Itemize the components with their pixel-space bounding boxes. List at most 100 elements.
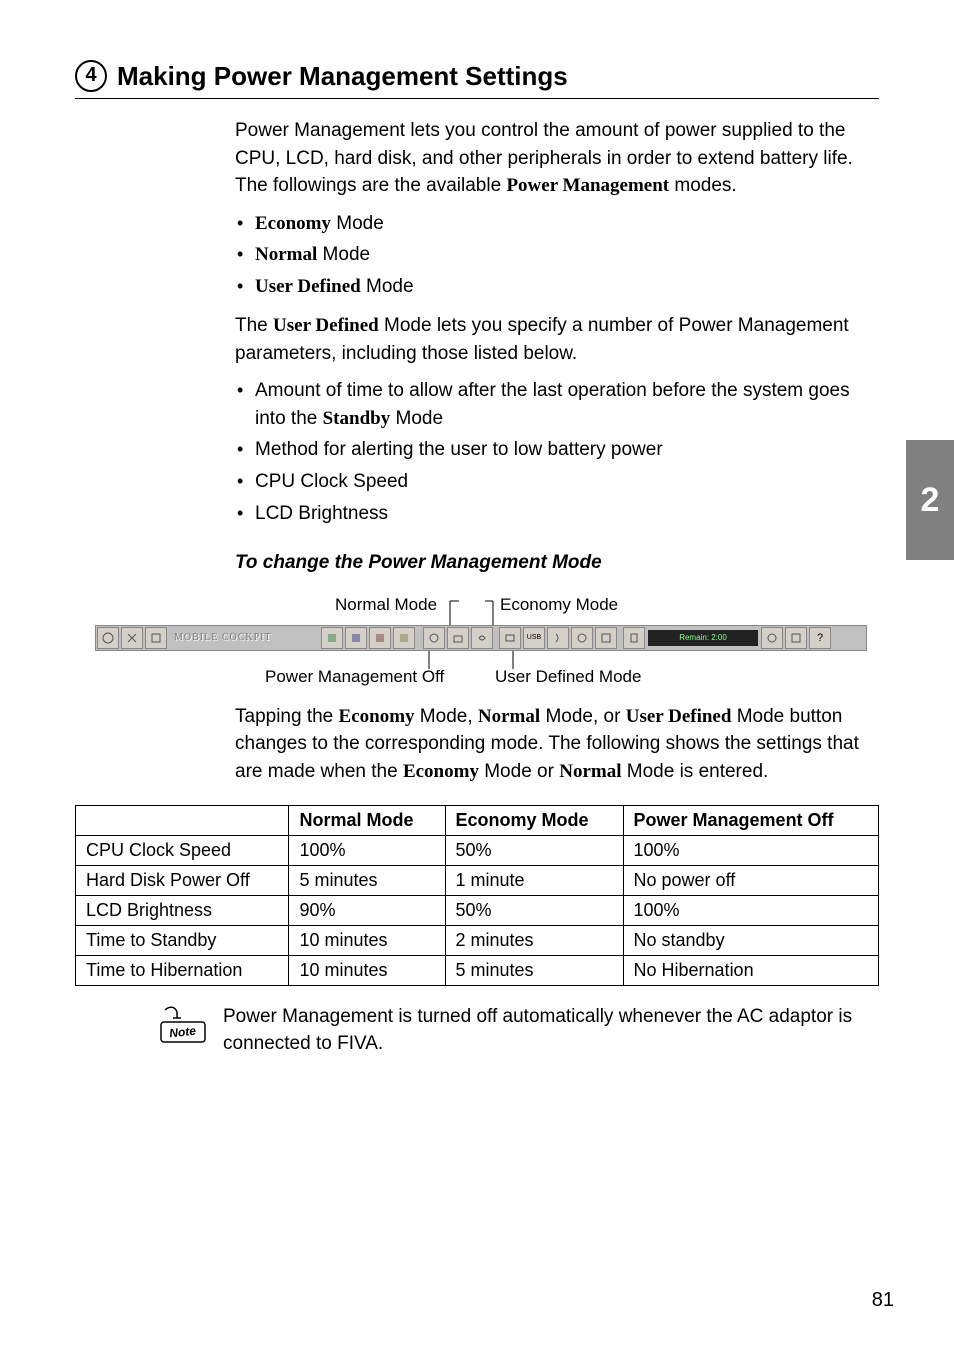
table-cell: 10 minutes (289, 926, 445, 956)
mode-normal-bold: Normal (255, 244, 317, 265)
tap-h: Economy (403, 761, 479, 782)
modes-list: Economy Mode Normal Mode User Defined Mo… (235, 210, 879, 301)
table-cell: Time to Hibernation (76, 956, 289, 986)
table-header: Economy Mode (445, 806, 623, 836)
callout-pm-off: Power Management Off (265, 667, 444, 687)
tap-a: Tapping the (235, 706, 339, 727)
toolbar-icon (623, 627, 645, 649)
tap-e: Mode, or (540, 706, 626, 727)
section-heading: Making Power Management Settings (117, 61, 568, 92)
toolbar-icon (595, 627, 617, 649)
battery-remain-text: Remain: 2:00 (679, 633, 727, 642)
tap-j: Normal (559, 761, 621, 782)
battery-indicator: Remain: 2:00 (648, 630, 758, 646)
table-cell: CPU Clock Speed (76, 836, 289, 866)
toolbar-icon (97, 627, 119, 649)
toolbar-icon (571, 627, 593, 649)
usb-icon: USB (523, 627, 545, 649)
intro-paragraph: Power Management lets you control the am… (235, 117, 879, 200)
table-cell: 50% (445, 896, 623, 926)
note-icon: Note (155, 1004, 211, 1046)
tap-f: User Defined (626, 706, 732, 727)
intro-bold: Power Management (506, 175, 669, 196)
toolbar-icon (547, 627, 569, 649)
toolbar-logo-text: MOBILE COCKPIT (168, 632, 320, 643)
table-header: Normal Mode (289, 806, 445, 836)
tap-k: Mode is entered. (621, 761, 768, 782)
pm-off-button[interactable] (321, 627, 343, 649)
toolbar-icon (121, 627, 143, 649)
toolbar-icon (471, 627, 493, 649)
subheading: To change the Power Management Mode (235, 549, 879, 577)
table-row: CPU Clock Speed 100% 50% 100% (76, 836, 879, 866)
param-1c: Mode (390, 408, 443, 429)
table-cell: Time to Standby (76, 926, 289, 956)
table-header: Power Management Off (623, 806, 878, 836)
table-cell: LCD Brightness (76, 896, 289, 926)
table-cell: 90% (289, 896, 445, 926)
section-number-badge: 4 (75, 60, 107, 92)
table-cell: 100% (623, 836, 878, 866)
userdef-a: The (235, 315, 273, 336)
toolbar-icon (499, 627, 521, 649)
toolbar-icon (145, 627, 167, 649)
callout-user-defined: User Defined Mode (495, 667, 641, 687)
list-item: Amount of time to allow after the last o… (235, 377, 879, 432)
params-list: Amount of time to allow after the last o… (235, 377, 879, 527)
table-row: Time to Hibernation 10 minutes 5 minutes… (76, 956, 879, 986)
mode-userdef-rest: Mode (361, 276, 414, 297)
mode-economy-rest: Mode (331, 213, 384, 234)
table-cell: 1 minute (445, 866, 623, 896)
table-cell: 5 minutes (289, 866, 445, 896)
table-cell: No standby (623, 926, 878, 956)
section-title: 4 Making Power Management Settings (75, 60, 879, 99)
mode-userdef-bold: User Defined (255, 276, 361, 297)
page-number: 81 (872, 1289, 894, 1312)
economy-mode-button[interactable] (369, 627, 391, 649)
modes-table: Normal Mode Economy Mode Power Managemen… (75, 805, 879, 986)
normal-mode-button[interactable] (345, 627, 367, 649)
mode-normal-rest: Mode (317, 244, 370, 265)
table-cell: 50% (445, 836, 623, 866)
table-row: LCD Brightness 90% 50% 100% (76, 896, 879, 926)
table-cell: No power off (623, 866, 878, 896)
table-cell: 2 minutes (445, 926, 623, 956)
param-1b: Standby (323, 408, 391, 429)
toolbar-icon (785, 627, 807, 649)
userdef-paragraph: The User Defined Mode lets you specify a… (235, 312, 879, 367)
note-block: Note Power Management is turned off auto… (155, 1004, 879, 1057)
toolbar-icon (761, 627, 783, 649)
mobile-cockpit-toolbar: MOBILE COCKPIT USB Remain: 2:00 ? (95, 625, 867, 651)
list-item: Economy Mode (235, 210, 879, 238)
list-item: Method for alerting the user to low batt… (235, 436, 879, 464)
table-cell: 5 minutes (445, 956, 623, 986)
table-cell: No Hibernation (623, 956, 878, 986)
help-icon: ? (809, 627, 831, 649)
svg-text:Note: Note (169, 1024, 197, 1041)
list-item: LCD Brightness (235, 500, 879, 528)
mode-economy-bold: Economy (255, 213, 331, 234)
list-item: User Defined Mode (235, 273, 879, 301)
user-defined-mode-button[interactable] (393, 627, 415, 649)
table-cell: 100% (623, 896, 878, 926)
toolbar-icon (447, 627, 469, 649)
tap-d: Normal (478, 706, 540, 727)
table-cell: 100% (289, 836, 445, 866)
chapter-tab: 2 (906, 440, 954, 560)
table-cell: Hard Disk Power Off (76, 866, 289, 896)
table-row: Time to Standby 10 minutes 2 minutes No … (76, 926, 879, 956)
toolbar-icon (423, 627, 445, 649)
table-header (76, 806, 289, 836)
tapping-paragraph: Tapping the Economy Mode, Normal Mode, o… (235, 703, 879, 786)
list-item: CPU Clock Speed (235, 468, 879, 496)
tap-c: Mode, (415, 706, 478, 727)
intro-text-c: modes. (669, 175, 737, 196)
table-row: Hard Disk Power Off 5 minutes 1 minute N… (76, 866, 879, 896)
tap-b: Economy (339, 706, 415, 727)
tap-i: Mode or (479, 761, 559, 782)
list-item: Normal Mode (235, 241, 879, 269)
mode-diagram: Normal Mode Economy Mode MOBILE COCKPIT (95, 587, 865, 697)
table-cell: 10 minutes (289, 956, 445, 986)
userdef-b: User Defined (273, 315, 379, 336)
note-text: Power Management is turned off automatic… (223, 1004, 879, 1057)
